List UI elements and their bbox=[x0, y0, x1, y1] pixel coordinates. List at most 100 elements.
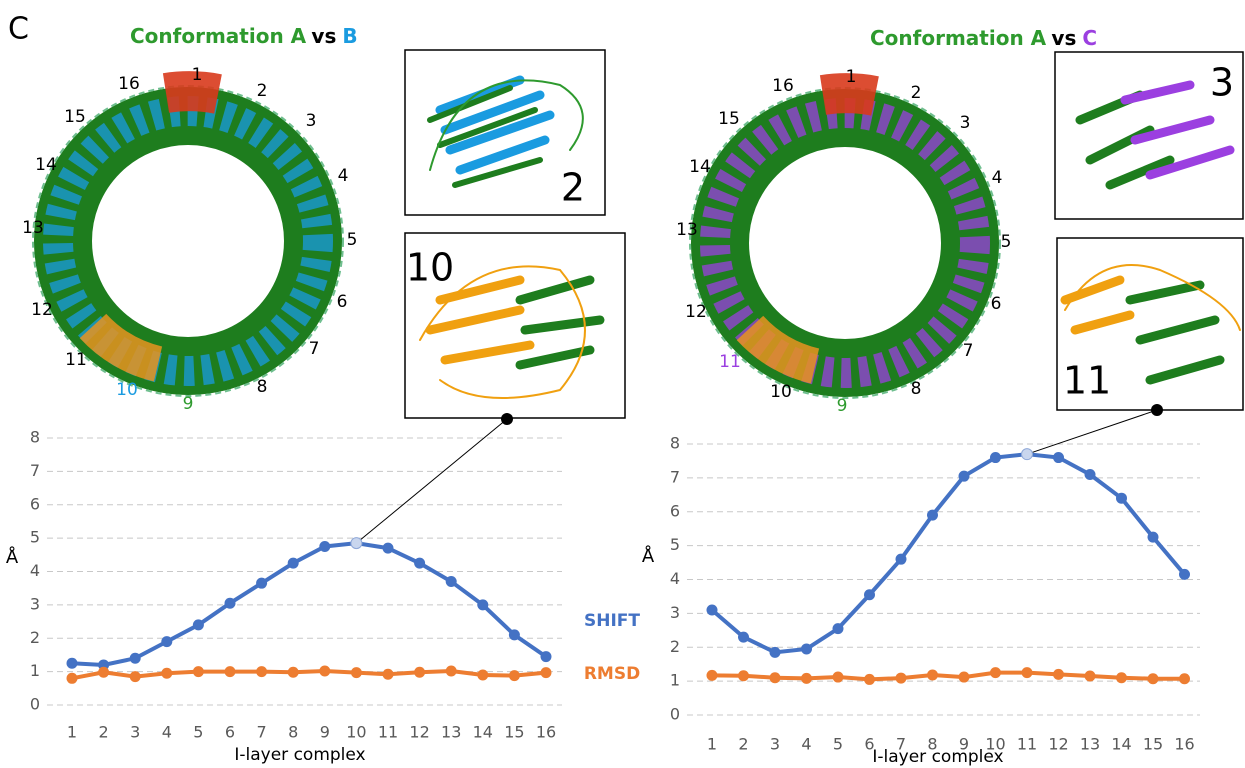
data-point bbox=[540, 651, 552, 663]
ring-label: 8 bbox=[257, 377, 268, 397]
callout-dot bbox=[1151, 404, 1163, 416]
data-point bbox=[287, 666, 299, 678]
y-tick-label: 6 bbox=[670, 501, 680, 520]
x-tick-label: 16 bbox=[536, 723, 556, 742]
data-point bbox=[540, 667, 552, 679]
data-point bbox=[1053, 452, 1064, 464]
x-tick-label: 5 bbox=[193, 723, 203, 742]
ring-segment bbox=[819, 73, 879, 116]
ring-label: 6 bbox=[991, 294, 1002, 314]
ring-label: 14 bbox=[35, 155, 57, 175]
y-tick-label: 6 bbox=[30, 494, 40, 513]
data-point bbox=[1021, 448, 1033, 461]
data-point bbox=[350, 667, 362, 679]
inset-structure bbox=[419, 75, 1241, 399]
series-line bbox=[71, 541, 548, 667]
legend-label: SHIFT bbox=[584, 611, 640, 631]
ring-label: 6 bbox=[337, 292, 348, 312]
series-line bbox=[71, 668, 547, 681]
x-tick-label: 6 bbox=[225, 723, 235, 742]
x-tick-label: 3 bbox=[130, 723, 140, 742]
data-point bbox=[508, 670, 520, 682]
ring-label: 4 bbox=[338, 166, 349, 186]
data-point bbox=[508, 629, 520, 641]
ring-label: 16 bbox=[772, 76, 794, 96]
title-part: B bbox=[342, 24, 357, 48]
x-tick-label: 2 bbox=[738, 735, 748, 754]
data-point bbox=[192, 666, 204, 678]
data-point bbox=[1053, 668, 1064, 680]
y-tick-label: 7 bbox=[30, 461, 40, 480]
ring-label: 16 bbox=[118, 74, 140, 94]
y-tick-label: 8 bbox=[30, 428, 40, 447]
data-point bbox=[801, 672, 812, 684]
x-tick-label: 4 bbox=[801, 735, 811, 754]
title-part: C bbox=[1082, 26, 1097, 50]
panel-label: C bbox=[8, 12, 29, 47]
series-line bbox=[710, 452, 1187, 655]
x-tick-label: 10 bbox=[985, 735, 1005, 754]
callout-line bbox=[1026, 409, 1158, 455]
title-part: vs bbox=[311, 24, 336, 48]
ring-label: 15 bbox=[64, 107, 86, 127]
x-tick-label: 14 bbox=[1111, 735, 1131, 754]
inset-box bbox=[404, 49, 606, 216]
x-tick-label: 13 bbox=[441, 723, 461, 742]
data-point bbox=[1179, 568, 1190, 580]
data-point bbox=[927, 669, 938, 681]
x-tick-label: 12 bbox=[1048, 735, 1068, 754]
data-point bbox=[1084, 468, 1096, 480]
data-point bbox=[1021, 667, 1033, 679]
x-tick-label: 14 bbox=[473, 723, 493, 742]
data-point bbox=[414, 666, 426, 678]
x-tick-label: 8 bbox=[927, 735, 937, 754]
inset-box bbox=[404, 232, 626, 419]
data-point bbox=[706, 604, 718, 616]
data-point bbox=[895, 672, 907, 684]
data-point bbox=[738, 631, 749, 643]
ring-label: 1 bbox=[846, 67, 857, 87]
data-point bbox=[769, 646, 781, 658]
ring-label: 5 bbox=[1001, 232, 1012, 252]
y-tick-label: 7 bbox=[670, 467, 680, 486]
data-point bbox=[895, 553, 907, 565]
data-point bbox=[958, 470, 970, 482]
x-tick-label: 16 bbox=[1174, 735, 1194, 754]
x-tick-label: 6 bbox=[864, 735, 874, 754]
ring-label: 12 bbox=[31, 300, 53, 320]
ring-label: 9 bbox=[837, 396, 848, 416]
ring-label: 13 bbox=[676, 220, 698, 240]
data-point bbox=[319, 665, 331, 677]
data-point bbox=[706, 669, 718, 681]
data-point bbox=[864, 673, 875, 685]
ring-label: 5 bbox=[347, 230, 358, 250]
y-tick-label: 3 bbox=[670, 603, 680, 622]
ring-segment bbox=[79, 313, 163, 382]
x-tick-label: 10 bbox=[346, 723, 366, 742]
ring-segment bbox=[162, 71, 222, 114]
data-point bbox=[287, 557, 299, 569]
x-tick-label: 1 bbox=[67, 723, 77, 742]
ring-label: 3 bbox=[306, 111, 317, 131]
data-point bbox=[192, 619, 204, 631]
ring-label: 2 bbox=[257, 81, 268, 101]
ring-label: 10 bbox=[770, 382, 792, 402]
ring-label: 4 bbox=[992, 168, 1003, 188]
data-point bbox=[445, 576, 457, 588]
data-point bbox=[414, 557, 426, 569]
ring-label: 1 bbox=[192, 65, 203, 85]
x-tick-label: 15 bbox=[504, 723, 524, 742]
x-tick-label: 15 bbox=[1143, 735, 1163, 754]
data-point bbox=[832, 623, 844, 635]
x-tick-label: 7 bbox=[257, 723, 267, 742]
x-tick-label: 2 bbox=[99, 723, 109, 742]
data-point bbox=[129, 652, 141, 664]
data-point bbox=[864, 589, 875, 601]
data-point bbox=[738, 670, 749, 682]
ring-label: 15 bbox=[718, 109, 740, 129]
data-point bbox=[477, 669, 489, 681]
ring-label: 3 bbox=[960, 113, 971, 133]
inset-label: 11 bbox=[1063, 359, 1111, 403]
